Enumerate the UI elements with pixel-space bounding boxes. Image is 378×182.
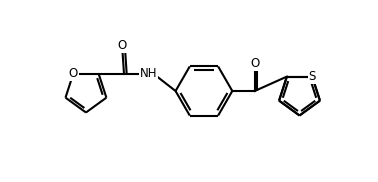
Text: O: O [250, 57, 259, 70]
Text: O: O [118, 39, 127, 52]
Text: O: O [69, 67, 78, 80]
Text: S: S [308, 70, 316, 83]
Text: NH: NH [140, 67, 157, 80]
